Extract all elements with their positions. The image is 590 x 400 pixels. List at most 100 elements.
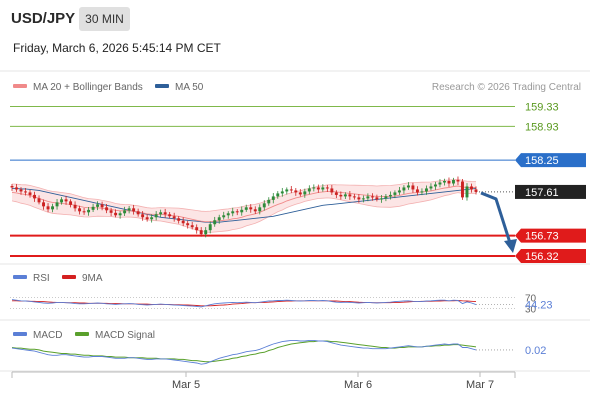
candle-body	[321, 187, 325, 190]
candle-body	[208, 224, 212, 231]
candle-body	[51, 206, 55, 210]
candle-body	[222, 215, 226, 218]
legend-macd-signal: MACD Signal	[95, 330, 155, 341]
candle-body	[213, 220, 217, 225]
candle-body	[267, 199, 271, 204]
candle-body	[132, 208, 136, 212]
legend-swatch-rsi-ma	[62, 275, 76, 279]
candle-body	[91, 206, 95, 210]
resistance-label-159.33: 159.33	[525, 101, 559, 113]
candle-body	[159, 212, 163, 215]
candle-body	[276, 193, 280, 197]
credit-label: Research © 2026 Trading Central	[432, 82, 581, 93]
candle-body	[177, 218, 181, 221]
time-axis-label: Mar 6	[344, 379, 372, 391]
candle-body	[470, 186, 473, 190]
candle-body	[420, 191, 424, 193]
candle-body	[28, 192, 32, 195]
candle-body	[141, 214, 145, 218]
candle-body	[217, 217, 221, 221]
bollinger-upper	[11, 178, 477, 212]
candle-body	[307, 188, 311, 192]
candle-body	[443, 180, 446, 183]
candle-body	[163, 212, 167, 215]
timestamp: Friday, March 6, 2026 5:45:14 PM CET	[13, 41, 221, 55]
candle-body	[24, 191, 27, 193]
macd-last-value: 0.02	[525, 345, 546, 357]
rsi-last-value: 44.23	[525, 300, 553, 312]
candle-body	[136, 211, 140, 215]
candle-body	[168, 214, 172, 217]
candle-body	[204, 230, 208, 235]
candle-body	[298, 192, 302, 195]
legend-swatch-ma50	[155, 84, 169, 88]
candle-body	[361, 198, 365, 200]
candle-body	[114, 212, 118, 216]
candle-body	[181, 220, 185, 224]
candle-body	[465, 186, 469, 198]
candle-body	[303, 191, 307, 195]
timeframe-badge[interactable]: 30 MIN	[79, 7, 130, 31]
candle-body	[109, 210, 113, 213]
candle-body	[294, 190, 298, 193]
rsi-legend: RSI 9MA	[13, 273, 103, 284]
support-label-156.32: 156.32	[525, 251, 559, 263]
candle-body	[352, 196, 356, 198]
macd-legend: MACD MACD Signal	[13, 330, 155, 341]
resistance-label-158.93: 158.93	[525, 121, 559, 133]
candle-body	[82, 211, 86, 213]
candle-body	[235, 211, 239, 213]
candle-body	[366, 196, 370, 199]
bollinger-band	[12, 179, 476, 233]
legend-rsi: RSI	[33, 273, 50, 284]
candle-body	[150, 217, 154, 220]
pivot-label-158.25: 158.25	[525, 155, 559, 167]
candle-body	[397, 190, 401, 193]
legend-ma50: MA 50	[175, 82, 204, 93]
candle-body	[199, 230, 203, 235]
candle-body	[118, 213, 122, 216]
support-label-156.73: 156.73	[525, 231, 559, 243]
candle-body	[271, 196, 275, 200]
candle-body	[64, 199, 68, 202]
last-price-label: 157.61	[525, 187, 559, 199]
candle-body	[289, 189, 293, 191]
candle-body	[60, 199, 64, 203]
candle-body	[226, 213, 230, 216]
legend-macd: MACD	[33, 330, 62, 341]
panel-borders	[0, 70, 590, 372]
time-axis-label: Mar 7	[466, 379, 494, 391]
candle-body	[424, 188, 428, 192]
macd-line	[11, 339, 477, 365]
legend-ma20-bb: MA 20 + Bollinger Bands	[33, 82, 143, 93]
candle-body	[78, 208, 82, 212]
candle-body	[461, 181, 464, 198]
candle-body	[231, 211, 235, 214]
ma50-line	[12, 187, 477, 223]
candle-body	[145, 217, 149, 220]
bollinger-lower	[11, 192, 477, 233]
legend-swatch-macd-signal	[75, 332, 89, 336]
candle-body	[433, 184, 437, 187]
candle-body	[42, 202, 45, 207]
main-legend: MA 20 + Bollinger Bands MA 50 Research ©…	[13, 82, 581, 93]
candle-body	[393, 192, 397, 195]
candle-body	[19, 189, 23, 192]
candle-body	[406, 185, 410, 188]
candle-body	[172, 216, 176, 219]
support-tag-156.32	[515, 249, 586, 264]
candle-body	[312, 187, 316, 189]
rsi-tick-70: 70	[525, 293, 537, 304]
support-tag-156.73	[515, 228, 586, 243]
candle-body	[415, 189, 419, 193]
candle-body	[105, 207, 109, 211]
macd-signal-line	[11, 340, 477, 363]
candle-body	[334, 192, 338, 195]
candle-body	[73, 204, 77, 209]
candle-body	[10, 185, 14, 188]
candle-body	[96, 204, 100, 207]
rsi-tick-30: 30	[525, 305, 537, 316]
candle-body	[87, 209, 91, 213]
candle-body	[325, 187, 329, 189]
candle-body	[348, 194, 352, 197]
